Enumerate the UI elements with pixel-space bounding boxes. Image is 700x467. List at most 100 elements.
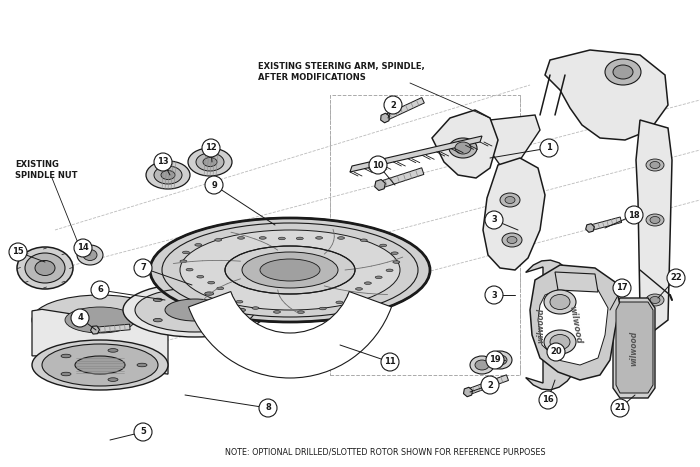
Polygon shape [384, 98, 424, 120]
Ellipse shape [217, 287, 224, 290]
Ellipse shape [544, 330, 576, 354]
Ellipse shape [17, 247, 73, 289]
Text: wilwood: wilwood [629, 330, 638, 366]
Polygon shape [379, 168, 424, 188]
Ellipse shape [544, 290, 576, 314]
Polygon shape [463, 387, 473, 397]
Polygon shape [538, 285, 608, 365]
Ellipse shape [356, 288, 363, 290]
Polygon shape [530, 265, 620, 380]
Ellipse shape [360, 239, 368, 241]
Ellipse shape [242, 252, 338, 288]
Ellipse shape [260, 259, 320, 281]
Ellipse shape [279, 237, 286, 240]
Ellipse shape [77, 245, 103, 265]
Ellipse shape [25, 253, 65, 283]
Ellipse shape [488, 351, 512, 369]
Ellipse shape [337, 237, 344, 239]
Ellipse shape [197, 276, 204, 278]
Ellipse shape [274, 311, 281, 313]
Ellipse shape [455, 142, 471, 154]
Ellipse shape [650, 297, 660, 304]
Circle shape [205, 176, 223, 194]
Ellipse shape [165, 299, 225, 321]
Ellipse shape [319, 307, 326, 310]
Text: 13: 13 [158, 157, 169, 167]
Circle shape [202, 139, 220, 157]
Ellipse shape [123, 283, 267, 337]
Ellipse shape [646, 214, 664, 226]
Text: 1: 1 [546, 143, 552, 153]
Ellipse shape [108, 378, 118, 382]
Bar [330, 95, 520, 375]
Text: 2: 2 [390, 100, 396, 109]
Ellipse shape [32, 295, 168, 345]
Circle shape [667, 269, 685, 287]
Polygon shape [90, 326, 99, 334]
Text: 5: 5 [140, 427, 146, 437]
Text: 2: 2 [487, 381, 493, 389]
Circle shape [539, 391, 557, 409]
Ellipse shape [236, 300, 243, 303]
Ellipse shape [365, 282, 372, 284]
Text: 10: 10 [372, 161, 384, 170]
Ellipse shape [186, 269, 193, 271]
Ellipse shape [650, 162, 660, 169]
Polygon shape [616, 302, 653, 393]
Text: 14: 14 [77, 243, 89, 253]
Ellipse shape [108, 349, 118, 352]
Text: 6: 6 [97, 285, 103, 295]
Polygon shape [636, 120, 672, 330]
Ellipse shape [259, 237, 266, 239]
Circle shape [91, 281, 109, 299]
Ellipse shape [237, 308, 246, 311]
Polygon shape [94, 324, 130, 333]
Ellipse shape [298, 311, 304, 313]
Polygon shape [381, 113, 389, 123]
Circle shape [486, 351, 504, 369]
Ellipse shape [391, 252, 398, 255]
Ellipse shape [203, 157, 217, 167]
Circle shape [259, 399, 277, 417]
Polygon shape [555, 272, 598, 292]
Ellipse shape [393, 261, 400, 263]
Ellipse shape [204, 292, 214, 295]
Ellipse shape [65, 307, 135, 333]
Polygon shape [526, 260, 586, 390]
Circle shape [611, 399, 629, 417]
Ellipse shape [195, 244, 202, 246]
Text: 15: 15 [12, 248, 24, 256]
Ellipse shape [196, 153, 224, 171]
Ellipse shape [225, 246, 355, 294]
Ellipse shape [386, 269, 393, 272]
Ellipse shape [61, 354, 71, 358]
Circle shape [9, 243, 27, 261]
Text: wilwood: wilwood [536, 307, 545, 343]
Wedge shape [188, 291, 391, 378]
Circle shape [71, 309, 89, 327]
Ellipse shape [162, 223, 418, 317]
Circle shape [547, 343, 565, 361]
Circle shape [154, 153, 172, 171]
Ellipse shape [215, 239, 222, 241]
Circle shape [485, 211, 503, 229]
Ellipse shape [379, 244, 386, 247]
Ellipse shape [500, 193, 520, 207]
Text: 22: 22 [670, 274, 682, 283]
Ellipse shape [493, 355, 507, 365]
Polygon shape [483, 158, 545, 270]
Text: NOTE: OPTIONAL DRILLED/SLOTTED ROTOR SHOWN FOR REFERENCE PURPOSES: NOTE: OPTIONAL DRILLED/SLOTTED ROTOR SHO… [225, 447, 545, 457]
Ellipse shape [347, 294, 354, 297]
Ellipse shape [336, 301, 343, 304]
Circle shape [369, 156, 387, 174]
Polygon shape [586, 224, 594, 232]
Circle shape [625, 206, 643, 224]
Polygon shape [613, 298, 655, 398]
Ellipse shape [161, 170, 175, 179]
Ellipse shape [375, 276, 382, 279]
Ellipse shape [237, 237, 244, 239]
Polygon shape [488, 115, 540, 165]
Circle shape [485, 286, 503, 304]
Circle shape [134, 259, 152, 277]
Polygon shape [589, 217, 622, 231]
